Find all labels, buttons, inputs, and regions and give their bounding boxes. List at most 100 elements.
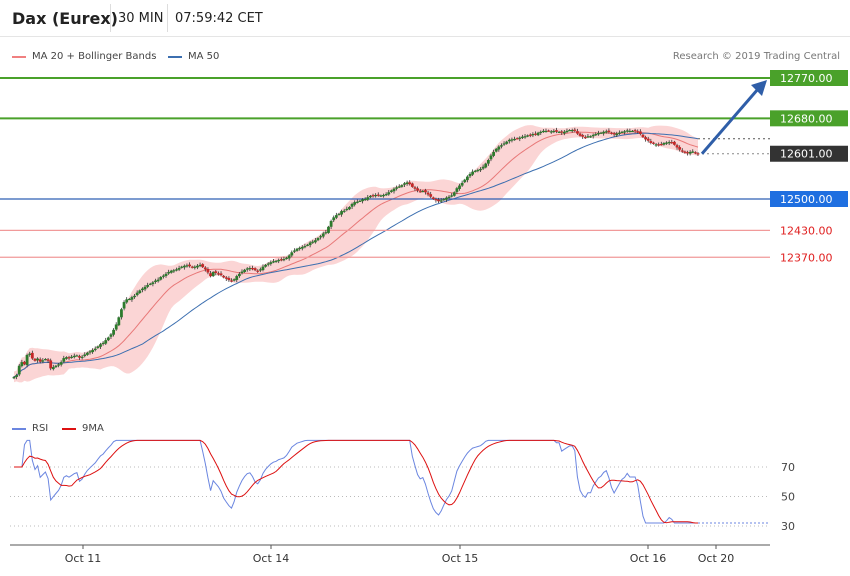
candle-body bbox=[159, 276, 163, 280]
candle bbox=[203, 266, 207, 272]
candle bbox=[332, 215, 336, 223]
candle bbox=[227, 276, 231, 282]
candle-body bbox=[227, 278, 231, 281]
candle bbox=[644, 135, 647, 142]
candle-body bbox=[389, 190, 393, 192]
candle bbox=[610, 131, 613, 135]
candle-body bbox=[49, 360, 53, 369]
candle-body bbox=[573, 129, 577, 131]
candle bbox=[445, 196, 448, 202]
candle bbox=[188, 262, 191, 268]
candle-body bbox=[445, 197, 448, 200]
candle-body bbox=[363, 199, 367, 201]
candle-body bbox=[528, 134, 532, 136]
candle-body bbox=[678, 147, 682, 150]
ma20-legend-label: MA 20 + Bollinger Bands bbox=[32, 51, 157, 62]
candle-body bbox=[497, 146, 501, 150]
candle bbox=[455, 186, 459, 195]
candle bbox=[30, 350, 34, 360]
candle bbox=[104, 337, 108, 345]
candle bbox=[287, 254, 291, 261]
candle bbox=[654, 142, 658, 147]
candle-body bbox=[251, 268, 254, 270]
candle-body bbox=[623, 131, 627, 133]
level-tag-bg bbox=[770, 110, 848, 127]
candle-body bbox=[80, 356, 84, 358]
level-tag-bg bbox=[770, 145, 848, 162]
candle-body bbox=[683, 151, 687, 153]
candle bbox=[167, 269, 171, 275]
candle-body bbox=[125, 299, 129, 303]
candle bbox=[324, 229, 328, 235]
candle bbox=[237, 272, 241, 278]
candle-body bbox=[617, 132, 621, 134]
candle-body bbox=[324, 232, 328, 234]
candle bbox=[363, 197, 367, 201]
interval-label[interactable]: 30 MIN bbox=[118, 11, 164, 26]
candle bbox=[293, 248, 296, 253]
candle-body bbox=[337, 213, 341, 215]
candle-body bbox=[413, 187, 417, 189]
candle-body bbox=[23, 361, 26, 365]
candle bbox=[112, 328, 115, 337]
candle bbox=[59, 360, 63, 367]
candle bbox=[17, 363, 21, 377]
candle-body bbox=[416, 188, 419, 191]
header-divider bbox=[110, 4, 111, 32]
candle bbox=[625, 128, 629, 133]
candle bbox=[120, 307, 123, 320]
candle-body bbox=[455, 188, 459, 192]
candle bbox=[675, 143, 679, 150]
candle-body bbox=[112, 329, 115, 335]
candle bbox=[473, 169, 477, 173]
target-arrow-head bbox=[751, 80, 767, 96]
candle-body bbox=[376, 194, 380, 196]
candle-body bbox=[646, 138, 650, 141]
candle-body bbox=[327, 226, 330, 233]
candle-body bbox=[172, 270, 176, 272]
candle bbox=[106, 336, 110, 342]
candle-body bbox=[321, 233, 325, 237]
candle-body bbox=[353, 202, 357, 205]
candle-body bbox=[258, 269, 262, 271]
candle-body bbox=[206, 269, 210, 273]
candle bbox=[638, 129, 642, 136]
candle bbox=[321, 231, 325, 239]
candle-body bbox=[468, 173, 472, 177]
candle bbox=[662, 142, 666, 146]
candle-body bbox=[104, 340, 108, 344]
candle bbox=[46, 358, 50, 364]
candle bbox=[384, 192, 388, 197]
candle-body bbox=[253, 268, 257, 271]
candle bbox=[70, 354, 74, 359]
candle-body bbox=[675, 145, 679, 148]
level-tag-12770.00: 12770.00 bbox=[770, 70, 848, 86]
candle bbox=[224, 276, 228, 282]
ma20-swatch bbox=[12, 56, 26, 58]
candle bbox=[172, 268, 176, 273]
candle-body bbox=[437, 199, 440, 202]
candle bbox=[146, 282, 150, 289]
candle bbox=[248, 266, 252, 271]
candle-body bbox=[358, 200, 362, 202]
candle bbox=[416, 186, 419, 193]
candle bbox=[319, 234, 323, 240]
level-tag-12430.00: 12430.00 bbox=[780, 224, 833, 237]
candle-body bbox=[667, 142, 671, 144]
candle-body bbox=[625, 130, 629, 132]
candle-body bbox=[547, 130, 551, 132]
candle-body bbox=[479, 168, 482, 171]
candle bbox=[151, 281, 155, 287]
candle-body bbox=[256, 270, 260, 272]
candle bbox=[617, 130, 621, 135]
candle bbox=[101, 341, 105, 346]
candle-body bbox=[686, 152, 689, 154]
candle-body bbox=[641, 134, 645, 138]
candle-body bbox=[502, 143, 506, 145]
candle-body bbox=[418, 191, 422, 193]
candle bbox=[628, 128, 632, 133]
candle bbox=[340, 209, 343, 217]
candle bbox=[185, 263, 189, 268]
candle bbox=[25, 353, 29, 368]
